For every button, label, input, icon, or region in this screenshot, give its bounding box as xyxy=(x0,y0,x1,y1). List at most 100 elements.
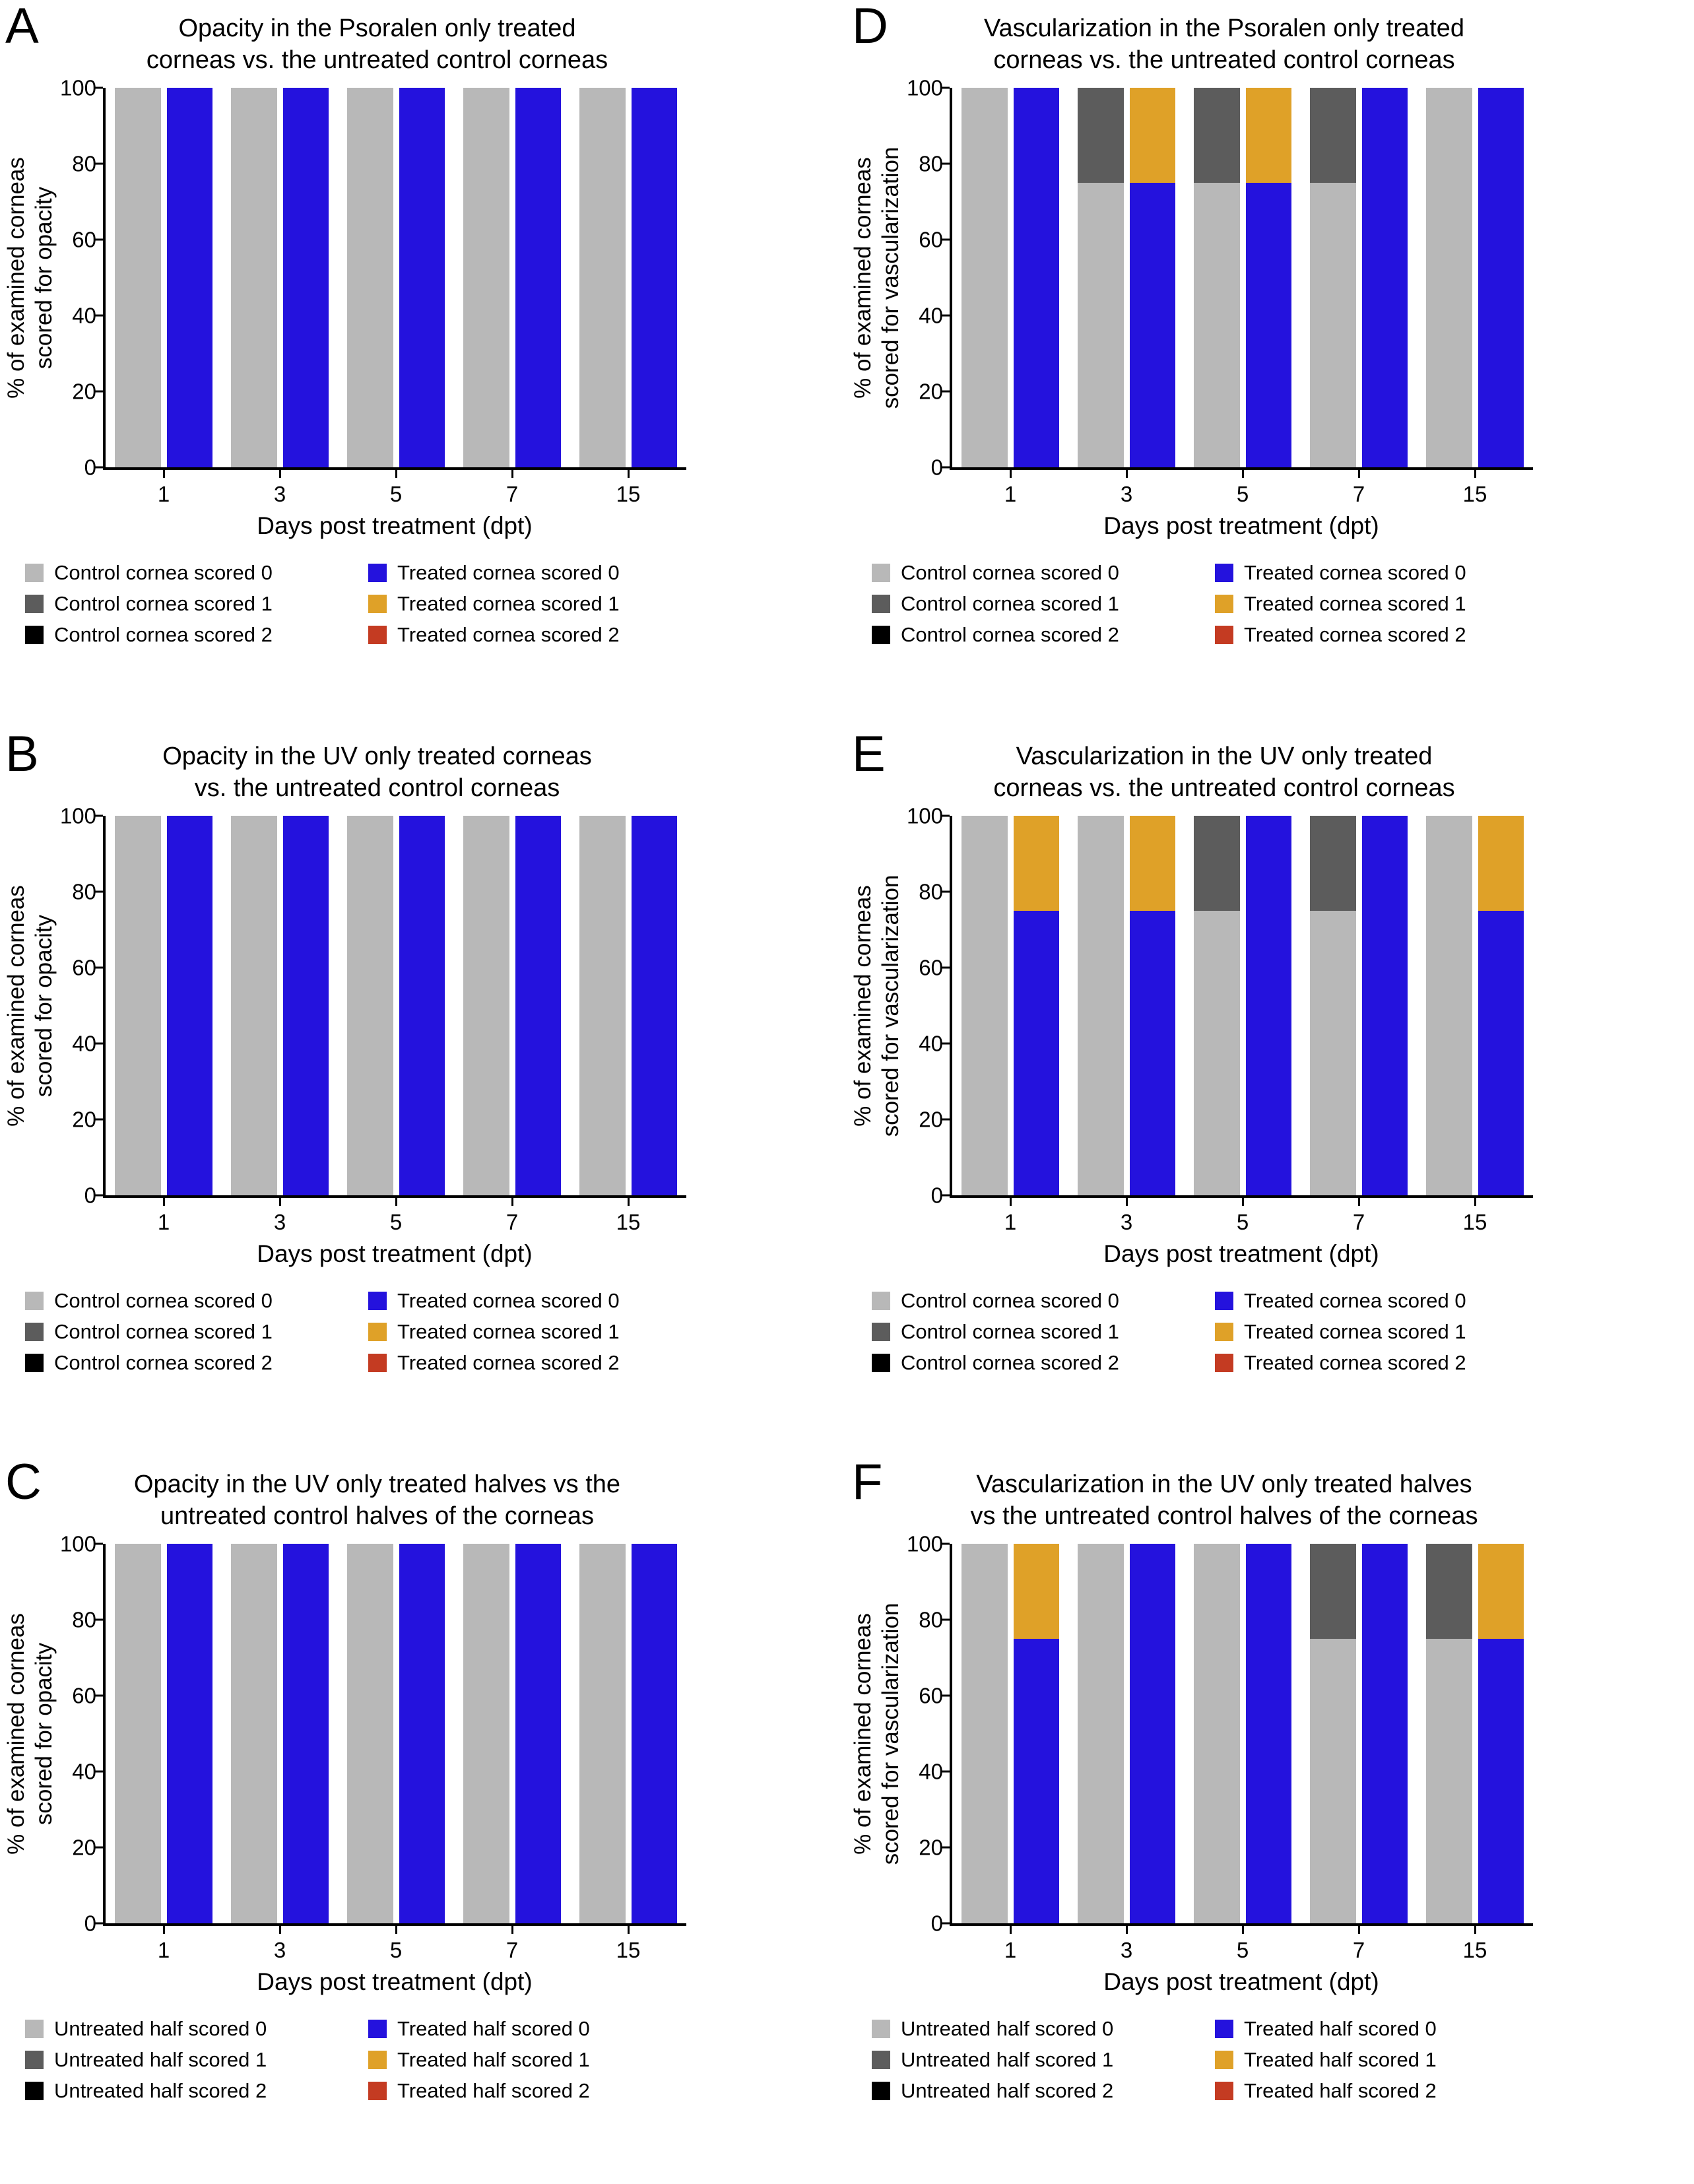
legend: Control cornea scored 0 Control cornea sc… xyxy=(0,1289,847,1375)
bar-segment-score-1 xyxy=(1478,816,1524,911)
control-bar xyxy=(115,88,161,467)
bar-segment-score-1 xyxy=(1129,88,1175,183)
bar-group-day-1 xyxy=(115,816,212,1195)
y-axis-ticks: 0 20 40 60 80 100 xyxy=(907,1533,950,1935)
x-axis-ticks: 1 3 5 7 15 xyxy=(106,470,686,507)
control-bar xyxy=(231,88,277,467)
legend-item: Control cornea scored 2 xyxy=(872,1351,1215,1375)
x-axis-title: Days post treatment (dpt) xyxy=(257,1968,533,1995)
y-tick-mark xyxy=(942,1042,950,1045)
y-tick-mark xyxy=(95,1770,103,1773)
legend-swatch xyxy=(872,2051,890,2069)
bar-group-day-15 xyxy=(579,816,677,1195)
legend-label: Treated cornea scored 0 xyxy=(397,1289,620,1312)
x-tick-label: 15 xyxy=(1426,1198,1524,1235)
bar-segment-score-0 xyxy=(399,88,445,467)
treated-bar xyxy=(1478,1544,1524,1923)
y-tick-label: 60 xyxy=(72,955,96,980)
bar-segment-score-0 xyxy=(115,816,161,1195)
legend-column-treated: Treated cornea scored 0 Treated cornea sc… xyxy=(1215,1289,1466,1375)
chart-title: Opacity in the UV only treated halves vs… xyxy=(73,1469,682,1532)
x-tick-label: 5 xyxy=(347,1198,445,1235)
chart-title-line-1: Opacity in the Psoralen only treated xyxy=(178,15,576,42)
legend-item: Untreated half scored 1 xyxy=(872,2048,1215,2072)
treated-bar xyxy=(399,816,445,1195)
control-bar xyxy=(961,88,1008,467)
treated-bar xyxy=(282,88,329,467)
bar-segment-score-0 xyxy=(631,88,677,467)
legend-item: Treated half scored 2 xyxy=(1215,2079,1437,2103)
legend-swatch xyxy=(872,564,890,582)
legend-label: Control cornea scored 2 xyxy=(901,1351,1119,1374)
control-bar xyxy=(1078,816,1124,1195)
legend-column-treated: Treated cornea scored 0 Treated cornea sc… xyxy=(368,1289,620,1375)
bar-segment-score-0 xyxy=(515,88,561,467)
bar-group-day-1 xyxy=(961,1544,1059,1923)
treated-bar xyxy=(1245,88,1291,467)
legend-swatch xyxy=(368,1354,387,1372)
y-axis-label: % of examined corneas scored for opacity xyxy=(0,816,61,1195)
y-tick-mark xyxy=(942,1194,950,1197)
y-tick-label: 80 xyxy=(919,151,943,176)
plot-area xyxy=(942,814,1533,1198)
y-tick-mark xyxy=(942,966,950,969)
chart-title: Vascularization in the UV only treated c… xyxy=(919,741,1529,804)
panel-letter-e: E xyxy=(852,726,886,782)
chart-title-line-1: Vascularization in the UV only treated h… xyxy=(976,1471,1472,1498)
y-tick-mark xyxy=(95,86,103,89)
x-tick-label: 1 xyxy=(115,470,212,507)
legend-label: Treated half scored 0 xyxy=(397,2017,590,2040)
legend-swatch xyxy=(368,626,387,644)
chart-area: % of examined corneas scored for opacity… xyxy=(0,805,847,1268)
y-tick-mark xyxy=(95,1846,103,1849)
y-axis-ticks: 0 20 40 60 80 100 xyxy=(907,77,950,479)
bar-group-day-5 xyxy=(1194,1544,1291,1923)
bar-segment-score-0 xyxy=(515,816,561,1195)
y-tick-mark xyxy=(95,966,103,969)
legend-column-control: Untreated half scored 0 Untreated half sc… xyxy=(872,2017,1215,2103)
plot-column: 1 3 5 7 15 Days post treatment (dpt) xyxy=(942,814,1533,1268)
y-tick-mark xyxy=(942,238,950,241)
treated-bar xyxy=(166,816,212,1195)
chart-title-line-2: corneas vs. the untreated control cornea… xyxy=(993,774,1455,802)
legend-column-treated: Treated half scored 0 Treated half scored… xyxy=(368,2017,590,2103)
y-tick-mark xyxy=(942,86,950,89)
bar-segment-score-0 xyxy=(1078,182,1124,467)
x-tick-label: 1 xyxy=(961,470,1059,507)
legend-label: Treated half scored 1 xyxy=(1244,2048,1437,2071)
bar-segment-score-0 xyxy=(1129,910,1175,1195)
legend-item: Treated cornea scored 2 xyxy=(1215,1351,1466,1375)
treated-bar xyxy=(1129,1544,1175,1923)
legend-item: Treated half scored 1 xyxy=(368,2048,590,2072)
y-axis-label-line-1: % of examined corneas xyxy=(3,884,29,1127)
legend-item: Untreated half scored 2 xyxy=(872,2079,1215,2103)
y-axis-label: % of examined corneas scored for vascula… xyxy=(847,816,907,1195)
legend-column-treated: Treated cornea scored 0 Treated cornea sc… xyxy=(1215,561,1466,647)
y-tick-label: 0 xyxy=(84,1911,96,1936)
bar-segment-score-0 xyxy=(1245,182,1291,467)
legend-label: Untreated half scored 1 xyxy=(901,2048,1114,2071)
treated-bar xyxy=(1245,1544,1291,1923)
legend: Control cornea scored 0 Control cornea sc… xyxy=(847,1289,1694,1375)
panel-b: B Opacity in the UV only treated corneas… xyxy=(0,728,847,1456)
bar-group-day-15 xyxy=(1426,88,1524,467)
bar-group-day-15 xyxy=(579,88,677,467)
chart-area: % of examined corneas scored for vascula… xyxy=(847,805,1694,1268)
bar-segment-score-0 xyxy=(1361,88,1408,467)
treated-bar xyxy=(515,88,561,467)
legend-label: Treated half scored 2 xyxy=(397,2079,590,2102)
x-axis-ticks: 1 3 5 7 15 xyxy=(952,470,1533,507)
chart-title: Opacity in the Psoralen only treated cor… xyxy=(73,13,682,76)
control-bar xyxy=(347,1544,393,1923)
legend-label: Control cornea scored 0 xyxy=(901,1289,1119,1312)
legend-swatch xyxy=(368,1323,387,1341)
bar-segment-score-0 xyxy=(231,88,277,467)
legend-label: Treated cornea scored 2 xyxy=(397,623,620,646)
control-bar xyxy=(1310,816,1356,1195)
x-tick-label: 15 xyxy=(579,470,677,507)
legend-label: Treated cornea scored 2 xyxy=(1244,623,1466,646)
y-tick-mark xyxy=(95,162,103,165)
y-tick-mark xyxy=(942,1922,950,1925)
bar-segment-score-0 xyxy=(1310,1638,1356,1923)
bar-group-day-7 xyxy=(463,816,561,1195)
